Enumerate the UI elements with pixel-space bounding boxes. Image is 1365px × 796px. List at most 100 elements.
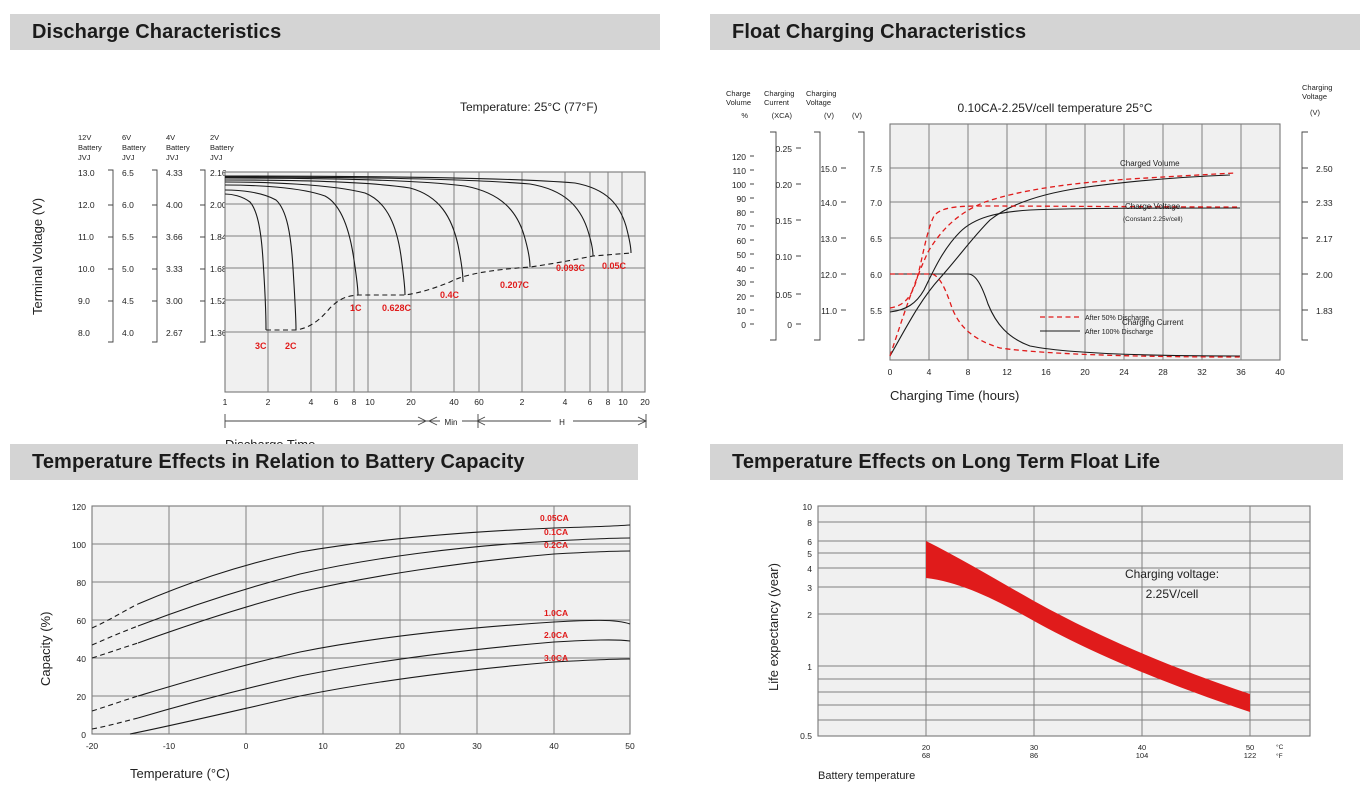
label-charging-current: Charging Current (1122, 318, 1184, 327)
x-tick-4: 8 (352, 397, 357, 407)
discharge-rate-labels: 3C 2C 1C 0.628C 0.4C 0.207C 0.093C 0.05C (255, 261, 627, 351)
rate-label-1C: 1C (350, 303, 362, 313)
floatlife-ylabel: Life expectancy (year) (766, 563, 781, 691)
float-axis2-unit: (V) (824, 111, 835, 120)
fl-y-tick-0: 10 (803, 502, 813, 512)
tc-x-tick-4: 20 (395, 741, 405, 751)
tc-x-tick-5: 30 (472, 741, 482, 751)
axis1-head3: JVJ (122, 153, 135, 162)
float-axis1-unit: (XCA) (772, 111, 793, 120)
tempcap-curves (91, 524, 631, 735)
tc-label-5: 3.0CA (544, 653, 568, 663)
axis0-tick-1: 12.0 (78, 200, 95, 210)
float-x-tick-0: 0 (888, 367, 893, 377)
x-tick-5: 10 (365, 397, 375, 407)
axis1-tick-1: 6.0 (122, 200, 134, 210)
page-title-floatlife: Temperature Effects on Long Term Float L… (732, 450, 1161, 473)
raxis-tick-3: 2.00 (1316, 270, 1333, 280)
panel-float-header: Float Charging Characteristics (710, 14, 1360, 50)
float-axis0-unit: % (741, 111, 748, 120)
tempcap-ylabel: Capacity (%) (38, 612, 53, 686)
tc-y-tick-2: 40 (77, 654, 87, 664)
fl-y-tick-3: 5 (807, 549, 812, 559)
floatlife-plot: Life expectancy (year) (710, 486, 1365, 796)
tc-x-tick-3: 10 (318, 741, 328, 751)
legend-label-50: After 50% Discharge (1085, 315, 1149, 322)
tempcap-y-ticks: 0 20 40 60 80 100 120 (72, 502, 86, 740)
axis0-tick-0: 13.0 (78, 168, 95, 178)
panel-float: Float Charging Characteristics Charge Vo… (710, 14, 1360, 414)
page-title-float: Float Charging Characteristics (732, 20, 1027, 43)
axis3-tick-1: 2.00 (210, 200, 227, 210)
x-tick-2: 4 (309, 397, 314, 407)
axis2-tick-1: 4.00 (166, 200, 183, 210)
tempcap-curve-labels: 0.05CA 0.1CA 0.2CA 1.0CA 2.0CA 3.0CA (540, 513, 569, 663)
fl-y-tick-5: 3 (807, 583, 812, 593)
fl-x-f-3: 122 (1244, 751, 1257, 760)
tc-x-tick-2: 0 (244, 741, 249, 751)
curve-0.05C (224, 175, 632, 254)
cv-tick-9: 30 (737, 278, 747, 288)
tc-y-tick-6: 120 (72, 502, 86, 512)
float-x-ticks: 0 4 8 12 16 20 24 28 32 36 40 (888, 367, 1285, 377)
cv-tick-12: 0 (741, 320, 746, 330)
curve-charge-voltage-50 (889, 205, 1241, 309)
cc-tick-2: 0.15 (775, 216, 792, 226)
panel-floatlife-header: Temperature Effects on Long Term Float L… (710, 444, 1343, 480)
tc-y-tick-3: 60 (77, 616, 87, 626)
curve-2C (224, 189, 297, 331)
float-xlabel: Charging Time (hours) (890, 388, 1019, 403)
float-axis2-head2: Voltage (806, 98, 831, 107)
cv-tick-3: 90 (737, 194, 747, 204)
tc-label-0: 0.05CA (540, 513, 569, 523)
panel-tempcap-header: Temperature Effects in Relation to Batte… (10, 444, 638, 480)
cc-tick-0: 0.25 (775, 144, 792, 154)
cvt-tick-4: 11.0 (821, 306, 837, 316)
float-right-axis: 2.50 2.33 2.17 2.00 1.83 (1301, 131, 1333, 341)
cv-tick-2: 100 (732, 180, 746, 190)
discharge-annotation: Temperature: 25°C (77°F) (460, 100, 598, 114)
cv-tick-10: 20 (737, 292, 747, 302)
cv-tick-4: 80 (737, 208, 747, 218)
float-axis0-head2: Volume (726, 98, 751, 107)
axis0-head3: JVJ (78, 153, 91, 162)
curve-1C (224, 184, 359, 296)
fl-y-tick-8: 0.5 (800, 731, 812, 741)
rate-label-0.207C: 0.207C (500, 280, 530, 290)
x-tick-13: 10 (618, 397, 628, 407)
float-raxis-head2: Voltage (1302, 92, 1327, 101)
floatlife-x-ticks: 20 68 30 86 40 104 50 122 °C °F (922, 743, 1284, 760)
tc-x-tick-1: -10 (163, 741, 176, 751)
cv-tick-1: 110 (732, 166, 746, 176)
fl-x-c-3: 50 (1246, 743, 1254, 752)
fl-x-c-1: 30 (1030, 743, 1038, 752)
range-label-min-text: Min (445, 418, 458, 427)
fl-unit-f: °F (1276, 752, 1283, 760)
cvt-tick-2: 13.0 (820, 234, 837, 244)
cvt-tick-3: 12.0 (820, 270, 837, 280)
axis3-head1: 2V (210, 133, 219, 142)
curve-charging-current-100 (890, 273, 1241, 357)
float-legend: After 50% Discharge After 100% Discharge (1040, 315, 1153, 336)
axis1-tick-4: 4.5 (122, 296, 134, 306)
tc-x-tick-6: 40 (549, 741, 559, 751)
curve-0.1CA (137, 537, 631, 627)
rate-label-0.05C: 0.05C (602, 261, 627, 271)
axis2-tick-3: 3.33 (166, 264, 183, 274)
cv-tick-8: 40 (737, 264, 747, 274)
axis3-tick-4: 1.52 (210, 296, 227, 306)
axis3-tick-3: 1.68 (210, 264, 227, 274)
label-charge-voltage: Charge Voltage (1125, 202, 1181, 211)
axis0-head1: 12V (78, 133, 91, 142)
fl-x-f-0: 68 (922, 751, 930, 760)
float-x-tick-1: 4 (927, 367, 932, 377)
float-curves (889, 172, 1241, 358)
rate-label-2C: 2C (285, 341, 297, 351)
floatlife-gridlines (818, 506, 1310, 736)
curve-0.05CA-dash (91, 603, 139, 629)
float-charge-volume-scale: 120 110 100 90 80 70 60 50 40 30 20 10 0 (732, 131, 777, 341)
axis0-head2: Battery (78, 143, 102, 152)
x-tick-12: 8 (606, 397, 611, 407)
discharge-x-ticks: 1 2 4 6 8 10 20 40 60 2 4 6 8 10 20 (223, 397, 650, 407)
panel-discharge: Discharge Characteristics 12V Battery JV… (10, 14, 660, 452)
